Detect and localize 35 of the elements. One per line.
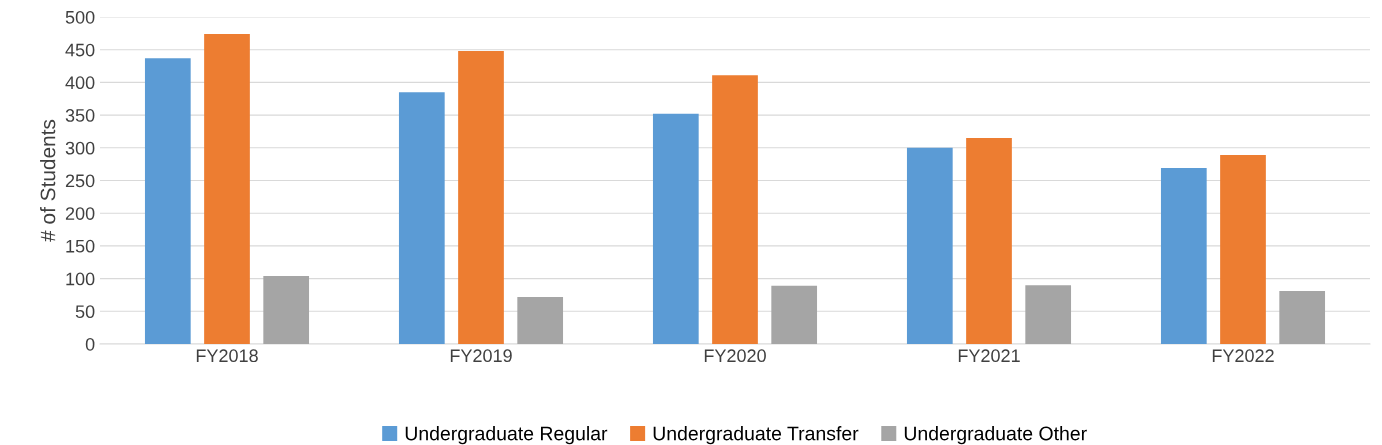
y-tick-label: 200	[65, 207, 95, 220]
legend-label: Undergraduate Regular	[405, 426, 608, 445]
legend-label: Undergraduate Other	[904, 426, 1087, 445]
y-tick-label: 150	[66, 239, 95, 253]
y-tick-label: 250	[65, 174, 95, 188]
x-tick-label: FY2020	[704, 349, 766, 363]
y-tick-label: 450	[65, 43, 95, 57]
bar	[771, 285, 818, 344]
bar	[1279, 291, 1326, 344]
y-tick-label: 500	[65, 10, 95, 24]
y-tick-label: 0	[85, 337, 95, 351]
x-tick-label: FY2022	[1212, 349, 1274, 363]
y-tick-label: 350	[65, 109, 95, 122]
bar	[458, 51, 504, 344]
x-tick-label: FY2018	[196, 349, 258, 363]
y-tick-label: 300	[65, 141, 95, 155]
y-tick-label: 400	[65, 76, 95, 90]
bar	[398, 92, 445, 344]
bar	[652, 113, 699, 344]
x-tick-label: FY2019	[450, 349, 512, 363]
bar	[1025, 285, 1072, 344]
bar	[966, 137, 1012, 344]
bar	[1220, 154, 1266, 344]
y-tick-label: 100	[66, 272, 95, 286]
bar	[517, 296, 564, 344]
y-axis-title: # of Students	[40, 119, 56, 242]
bar	[263, 275, 310, 344]
bar	[144, 58, 191, 344]
bar	[1160, 168, 1207, 344]
bar	[906, 147, 953, 344]
bar	[204, 34, 250, 344]
legend-label: Undergraduate Transfer	[653, 426, 859, 445]
bar	[712, 75, 758, 344]
x-tick-label: FY2021	[958, 349, 1020, 363]
y-tick-label: 50	[75, 305, 95, 319]
